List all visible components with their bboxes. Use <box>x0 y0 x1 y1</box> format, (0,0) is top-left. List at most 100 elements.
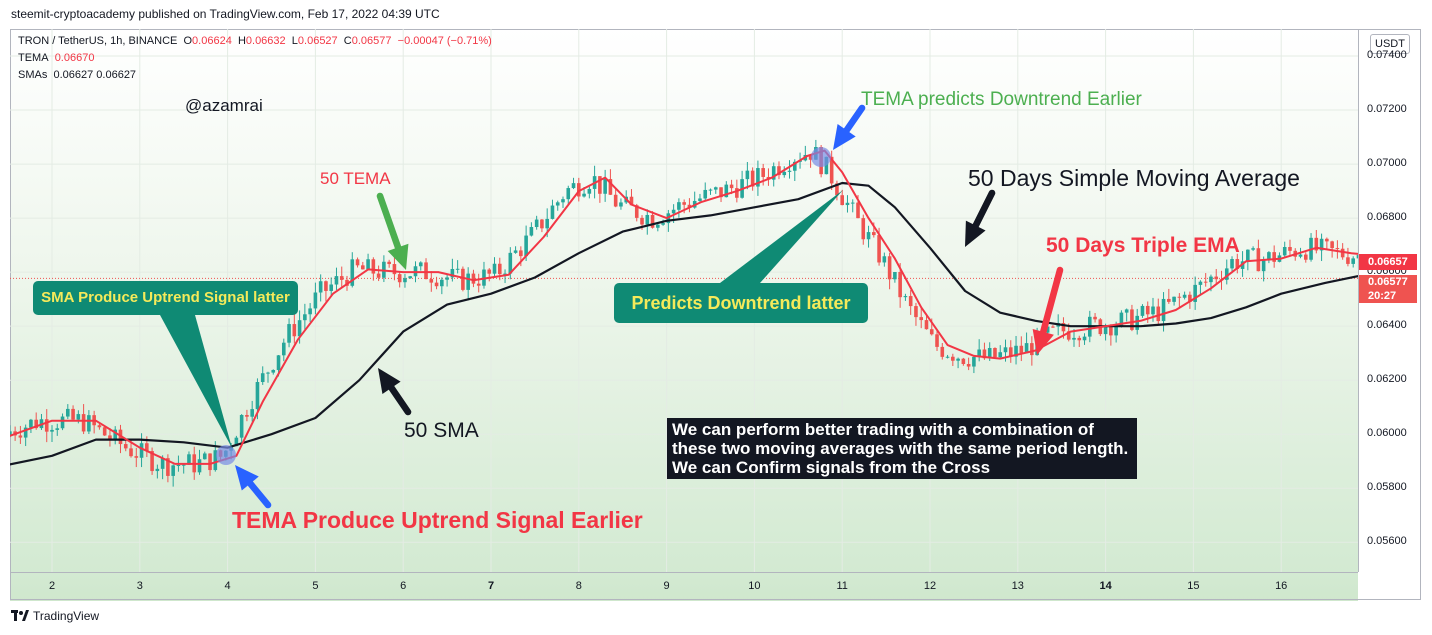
legend-tema-value: 0.06670 <box>54 52 95 64</box>
arrow-tema-50-head <box>387 243 409 270</box>
candle-body <box>782 171 787 176</box>
candle-body <box>1288 247 1292 251</box>
candle-body <box>361 265 365 270</box>
candle-body <box>239 414 244 438</box>
candle-body <box>771 166 776 180</box>
candle-body <box>287 324 291 343</box>
candle-body <box>408 276 413 279</box>
last-price-tag: 0.06577 20:27 <box>1359 275 1417 303</box>
candle-body <box>698 198 702 201</box>
candle-body <box>729 184 734 189</box>
candle-body <box>1177 296 1182 298</box>
candle-body <box>1188 294 1192 302</box>
candle-body <box>824 156 829 175</box>
x-tick-label: 7 <box>487 580 495 592</box>
currency-button[interactable]: USDT <box>1370 34 1410 54</box>
candle-body <box>1346 257 1350 264</box>
candle-body <box>250 409 254 417</box>
candle-body <box>719 187 723 198</box>
candle-body <box>1161 298 1166 322</box>
candle-body <box>1351 258 1355 264</box>
candle-body <box>893 271 897 280</box>
candle-body <box>1209 276 1213 283</box>
x-tick-label: 12 <box>923 580 937 592</box>
candle-body <box>671 209 676 214</box>
x-tick-label: 3 <box>136 580 143 592</box>
y-tick-label: 0.07000 <box>1367 157 1407 170</box>
candle-body <box>534 219 539 228</box>
candle-body <box>1156 306 1161 322</box>
time-axis[interactable] <box>10 572 1358 601</box>
legend-low-value: 0.06527 <box>297 35 338 47</box>
candle-body <box>608 179 613 195</box>
candle-body <box>603 179 607 194</box>
candle-body <box>1193 284 1197 302</box>
plot-group <box>10 29 1358 572</box>
candle-body <box>861 218 866 240</box>
candle-body <box>582 193 586 197</box>
x-tick-label: 11 <box>836 580 848 592</box>
callout-pointer-downtrend-late <box>720 190 843 283</box>
candle-body <box>545 218 549 229</box>
candle-body <box>1024 343 1029 354</box>
legend-symbol: TRON / TetherUS, 1h, BINANCE <box>18 35 178 47</box>
candle-body <box>445 277 449 280</box>
last-price-value: 0.06577 <box>1368 276 1408 288</box>
y-tick-label: 0.07400 <box>1367 49 1407 61</box>
candle-body <box>1119 312 1124 327</box>
candle-body <box>1145 305 1150 315</box>
candle-body <box>945 356 950 358</box>
candle-body <box>1198 281 1203 285</box>
arrow-tema-up-early-shaft <box>246 480 272 509</box>
x-tick-label: 6 <box>400 580 407 592</box>
candle-body <box>1282 247 1287 256</box>
tema-series-line <box>10 149 1358 465</box>
candle-body <box>929 329 934 335</box>
candle-body <box>571 183 576 189</box>
tradingview-logo-text: TradingView <box>33 609 100 623</box>
candle-body <box>650 214 655 228</box>
candle-body <box>508 252 513 274</box>
candle-body <box>1214 276 1219 280</box>
candle-body <box>208 453 212 471</box>
candle-body <box>735 188 739 198</box>
candle-body <box>418 262 423 267</box>
candle-body <box>708 189 713 191</box>
candle-body <box>339 276 344 280</box>
candle-body <box>66 408 70 417</box>
candle-body <box>787 170 792 172</box>
tradingview-logo[interactable]: TradingView <box>11 609 99 623</box>
candle-body <box>503 273 507 275</box>
arrow-triple-ema-head <box>1032 328 1054 355</box>
candle-body <box>129 448 133 457</box>
explanation-note: We can perform better trading with a com… <box>667 418 1137 479</box>
candle-body <box>376 273 381 278</box>
candle-body <box>613 194 618 207</box>
candle-body <box>397 274 402 283</box>
candle-body <box>1066 331 1071 340</box>
candle-body <box>1182 294 1187 298</box>
arrow-tema-up-early <box>235 465 272 509</box>
candle-body <box>466 273 470 290</box>
candle-body <box>308 308 312 315</box>
candle-body <box>492 263 497 274</box>
legend-change: −0.00047 (−0.71%) <box>397 35 492 47</box>
candle-body <box>1135 315 1140 330</box>
arrow-tema-down-early-head <box>833 124 856 150</box>
bar-countdown: 20:27 <box>1368 290 1397 302</box>
candle-body <box>1330 241 1334 249</box>
candle-body <box>429 279 434 283</box>
candle-body <box>940 346 945 357</box>
candle-body <box>266 372 270 374</box>
candle-body <box>1045 326 1050 333</box>
candle-body <box>903 296 908 298</box>
legend-tema-label: TEMA <box>18 52 49 64</box>
candle-body <box>440 279 444 287</box>
candle-body <box>1340 248 1345 258</box>
legend-sma-row[interactable]: SMAs 0.06627 0.06627 <box>18 69 136 81</box>
candle-body <box>271 370 276 373</box>
candle-body <box>434 282 439 287</box>
legend-tema-row[interactable]: TEMA 0.06670 <box>18 52 94 64</box>
candle-body <box>392 264 397 275</box>
